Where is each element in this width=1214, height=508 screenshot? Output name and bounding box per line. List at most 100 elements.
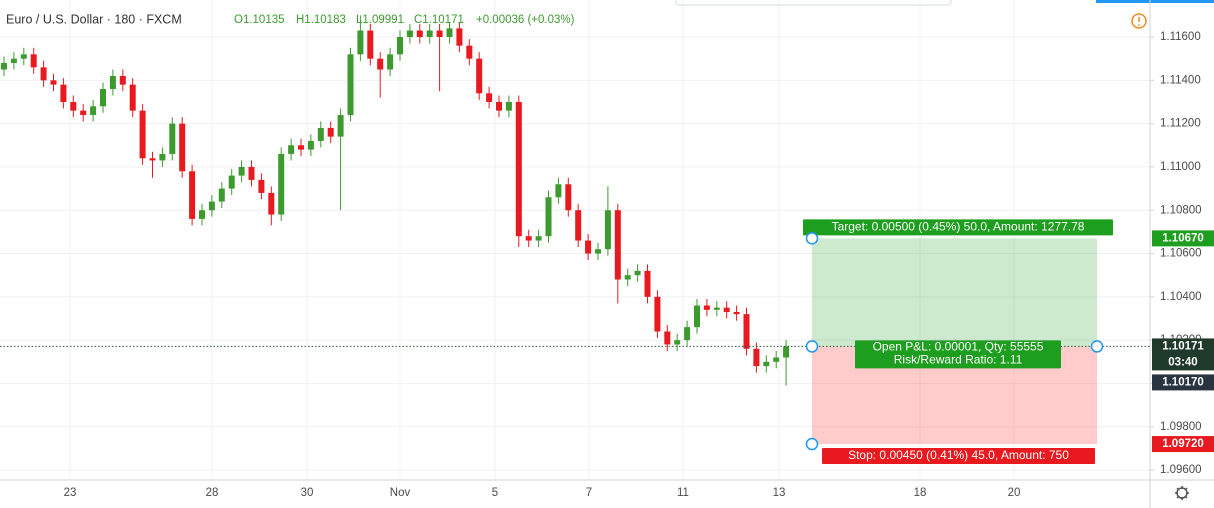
- candle-body: [268, 192, 275, 215]
- candle-body: [614, 210, 621, 280]
- candle-body: [604, 210, 611, 250]
- candle-body: [426, 30, 433, 38]
- candle-body: [466, 45, 473, 59]
- last-price-bg: [1152, 338, 1214, 371]
- candle-body: [30, 54, 37, 68]
- ratio-label: Risk/Reward Ratio: 1.11: [894, 353, 1023, 367]
- y-tick-label: 1.10400: [1160, 291, 1202, 303]
- candle-body: [535, 236, 542, 241]
- candle-body: [486, 93, 493, 102]
- candle-body: [327, 127, 334, 137]
- ohlc-close: C1.10171: [414, 14, 464, 26]
- target-label: Target: 0.00500 (0.45%) 50.0, Amount: 12…: [832, 220, 1085, 234]
- profit-zone: [812, 238, 1097, 347]
- candle-body: [555, 184, 562, 198]
- pnl-label-bg: [855, 340, 1061, 369]
- candle-body: [317, 127, 324, 141]
- stop-label: Stop: 0.00450 (0.41%) 45.0, Amount: 750: [848, 448, 1069, 462]
- candle-body: [416, 30, 423, 38]
- candle-body: [733, 311, 740, 315]
- candle-body: [298, 145, 304, 150]
- candle-body: [179, 123, 186, 172]
- candle-body: [139, 110, 146, 159]
- candle-body: [129, 84, 136, 111]
- candle-body: [406, 30, 413, 38]
- candle-body: [634, 270, 641, 276]
- candle-body: [199, 210, 205, 219]
- x-tick-label: 30: [301, 487, 314, 499]
- toolbar[interactable]: [675, 0, 952, 6]
- stop-badge: 1.09720: [1162, 438, 1204, 450]
- handle[interactable]: [805, 232, 819, 245]
- candle-body: [40, 67, 47, 81]
- candle-body: [654, 296, 661, 332]
- target-badge-bg: [1152, 230, 1214, 247]
- candle-body: [624, 275, 631, 280]
- candle-body: [456, 28, 463, 46]
- current-badge-bg: [1152, 374, 1214, 391]
- candle-body: [119, 75, 126, 85]
- candle-body: [595, 249, 601, 254]
- overlay: Target: 0.00500 (0.45%) 50.0, Amount: 12…: [0, 219, 1150, 465]
- candle-body: [575, 210, 582, 241]
- candle-body: [100, 88, 106, 107]
- y-tick-label: 1.10600: [1160, 248, 1202, 260]
- gear-teeth: [1175, 486, 1189, 500]
- candle-body: [169, 123, 176, 154]
- candle-body: [149, 158, 156, 161]
- x-tick-label: 7: [586, 487, 592, 499]
- x-tick-label: 20: [1008, 487, 1021, 499]
- candle-body: [258, 179, 265, 193]
- y-tick-label: 1.11600: [1160, 31, 1201, 43]
- y-tick-label: 1.11400: [1160, 74, 1201, 86]
- candle-body: [565, 184, 572, 211]
- candle-body: [80, 110, 87, 115]
- stop-badge-bg: [1152, 436, 1214, 453]
- candle-body: [307, 140, 314, 150]
- ohlc-high: H1.10183: [296, 14, 346, 26]
- y-tick-label: 1.11200: [1160, 118, 1201, 130]
- alert-icon[interactable]: [1131, 13, 1147, 29]
- candle-body: [446, 28, 453, 38]
- current-badge: 1.10170: [1162, 376, 1204, 388]
- toolbar-accent: [1096, 0, 1214, 3]
- candle-body: [1, 63, 7, 70]
- candle-body: [367, 30, 374, 59]
- candle-body: [357, 30, 364, 55]
- alert-icon-dot: [1138, 24, 1140, 26]
- x-tick-label: 11: [677, 487, 689, 499]
- candle-body: [694, 305, 700, 328]
- candle-body: [387, 54, 394, 70]
- candle-body: [505, 101, 512, 111]
- x-tick-label: Nov: [390, 487, 411, 499]
- candle-body: [773, 357, 780, 362]
- ohlc-change: +0.00036 (+0.03%): [476, 14, 575, 26]
- x-tick-label: 13: [773, 487, 786, 499]
- candle-body: [585, 240, 592, 254]
- candle-body: [783, 346, 790, 358]
- ohlc-open: O1.10135: [234, 14, 285, 26]
- candle-body: [278, 153, 285, 215]
- settings-icon[interactable]: [1175, 486, 1189, 500]
- candle-body: [723, 307, 730, 312]
- target-badge: 1.10670: [1162, 232, 1204, 244]
- candle-body: [703, 305, 710, 310]
- candle-body: [238, 166, 245, 176]
- candle-body: [496, 101, 502, 111]
- handle[interactable]: [805, 340, 819, 353]
- handle[interactable]: [805, 437, 819, 451]
- candle-body: [60, 84, 67, 102]
- candle-body: [10, 58, 17, 64]
- candle-body: [674, 340, 681, 345]
- x-tick-label: 28: [206, 487, 219, 499]
- candle-body: [743, 314, 750, 349]
- x-tick-label: 18: [914, 487, 927, 499]
- candle-body: [20, 54, 27, 59]
- candle-body: [664, 331, 671, 345]
- candle-body: [644, 270, 651, 297]
- candle-body: [684, 327, 691, 341]
- handle[interactable]: [1090, 340, 1104, 353]
- candle-body: [377, 58, 384, 70]
- y-tick-label: 1.09800: [1160, 421, 1202, 433]
